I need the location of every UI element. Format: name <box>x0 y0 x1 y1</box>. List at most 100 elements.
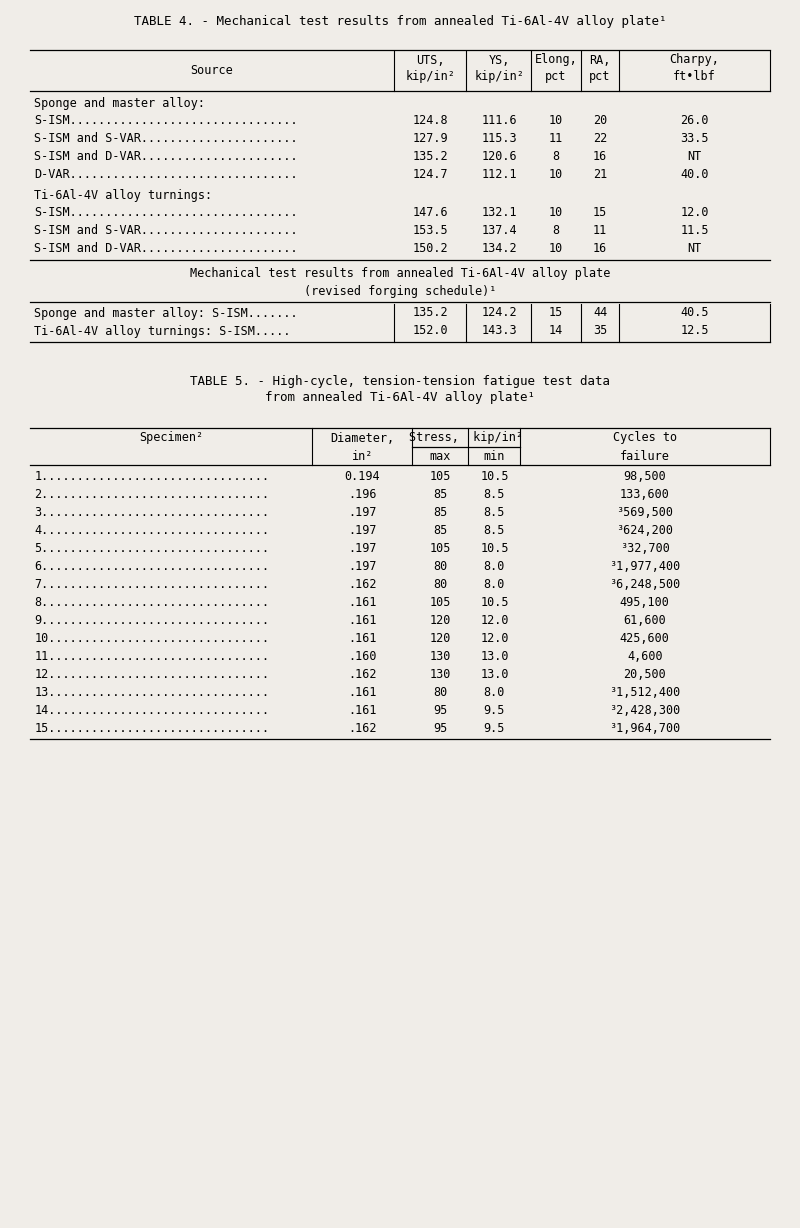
Text: 8: 8 <box>553 151 559 163</box>
Text: 6................................: 6................................ <box>34 560 270 572</box>
Text: NT: NT <box>687 242 702 255</box>
Text: 124.2: 124.2 <box>482 307 517 319</box>
Text: S-ISM and D-VAR......................: S-ISM and D-VAR...................... <box>34 242 298 255</box>
Text: S-ISM and D-VAR......................: S-ISM and D-VAR...................... <box>34 151 298 163</box>
Text: 495,100: 495,100 <box>620 596 670 609</box>
Text: .161: .161 <box>348 631 377 645</box>
Text: min: min <box>484 449 505 463</box>
Text: 10: 10 <box>549 206 563 220</box>
Text: 10.5: 10.5 <box>480 596 509 609</box>
Text: ³6,248,500: ³6,248,500 <box>609 577 681 591</box>
Text: .160: .160 <box>348 650 377 662</box>
Text: S-ISM and S-VAR......................: S-ISM and S-VAR...................... <box>34 225 298 237</box>
Text: 111.6: 111.6 <box>482 114 517 128</box>
Text: 40.0: 40.0 <box>680 168 709 182</box>
Text: .197: .197 <box>348 560 377 572</box>
Text: 12.0: 12.0 <box>680 206 709 220</box>
Text: 10.5: 10.5 <box>480 542 509 555</box>
Text: Ti-6Al-4V alloy turnings: S-ISM.....: Ti-6Al-4V alloy turnings: S-ISM..... <box>34 324 291 338</box>
Text: TABLE 4. - Mechanical test results from annealed Ti-6Al-4V alloy plate¹: TABLE 4. - Mechanical test results from … <box>134 16 666 28</box>
Text: Sponge and master alloy: S-ISM.......: Sponge and master alloy: S-ISM....... <box>34 307 298 319</box>
Text: 9................................: 9................................ <box>34 614 270 626</box>
Text: 3................................: 3................................ <box>34 506 270 518</box>
Text: 11: 11 <box>549 133 563 145</box>
Text: 8.5: 8.5 <box>484 488 505 501</box>
Text: 4................................: 4................................ <box>34 523 270 537</box>
Text: 85: 85 <box>433 523 447 537</box>
Text: ³1,964,700: ³1,964,700 <box>609 722 681 734</box>
Text: 130: 130 <box>430 668 450 680</box>
Text: 13.0: 13.0 <box>480 650 509 662</box>
Text: ³32,700: ³32,700 <box>620 542 670 555</box>
Text: 8.0: 8.0 <box>484 577 505 591</box>
Text: 95: 95 <box>433 722 447 734</box>
Text: 12.0: 12.0 <box>480 631 509 645</box>
Text: 26.0: 26.0 <box>680 114 709 128</box>
Text: max: max <box>430 449 450 463</box>
Text: S-ISM and S-VAR......................: S-ISM and S-VAR...................... <box>34 133 298 145</box>
Text: Charpy,: Charpy, <box>670 54 719 66</box>
Text: UTS,: UTS, <box>416 54 445 66</box>
Text: 150.2: 150.2 <box>413 242 448 255</box>
Text: D-VAR................................: D-VAR................................ <box>34 168 298 182</box>
Text: 10: 10 <box>549 114 563 128</box>
Text: 20,500: 20,500 <box>623 668 666 680</box>
Text: 8: 8 <box>553 225 559 237</box>
Text: kip/in²: kip/in² <box>406 70 455 82</box>
Text: ³1,512,400: ³1,512,400 <box>609 685 681 699</box>
Text: Cycles to: Cycles to <box>613 431 677 445</box>
Text: 10: 10 <box>549 242 563 255</box>
Text: 120.6: 120.6 <box>482 151 517 163</box>
Text: 35: 35 <box>593 324 607 338</box>
Text: in²: in² <box>352 449 373 463</box>
Text: .197: .197 <box>348 542 377 555</box>
Text: Diameter,: Diameter, <box>330 431 394 445</box>
Text: Specimen²: Specimen² <box>139 431 203 445</box>
Text: 15...............................: 15............................... <box>34 722 270 734</box>
Text: .196: .196 <box>348 488 377 501</box>
Text: kip/in²: kip/in² <box>474 70 524 82</box>
Text: ³2,428,300: ³2,428,300 <box>609 704 681 716</box>
Text: 2................................: 2................................ <box>34 488 270 501</box>
Text: 132.1: 132.1 <box>482 206 517 220</box>
Text: 12...............................: 12............................... <box>34 668 270 680</box>
Text: .197: .197 <box>348 506 377 518</box>
Text: 85: 85 <box>433 488 447 501</box>
Text: 40.5: 40.5 <box>680 307 709 319</box>
Text: 127.9: 127.9 <box>413 133 448 145</box>
Text: .161: .161 <box>348 614 377 626</box>
Text: 147.6: 147.6 <box>413 206 448 220</box>
Text: 10...............................: 10............................... <box>34 631 270 645</box>
Text: 16: 16 <box>593 242 607 255</box>
Text: 21: 21 <box>593 168 607 182</box>
Text: 425,600: 425,600 <box>620 631 670 645</box>
Text: 13.0: 13.0 <box>480 668 509 680</box>
Text: 120: 120 <box>430 614 450 626</box>
Text: 8................................: 8................................ <box>34 596 270 609</box>
Text: RA,: RA, <box>590 54 610 66</box>
Text: 0.194: 0.194 <box>345 469 380 483</box>
Text: .162: .162 <box>348 577 377 591</box>
Text: 112.1: 112.1 <box>482 168 517 182</box>
Text: 4,600: 4,600 <box>627 650 662 662</box>
Text: TABLE 5. - High-cycle, tension-tension fatigue test data: TABLE 5. - High-cycle, tension-tension f… <box>190 376 610 388</box>
Text: 98,500: 98,500 <box>623 469 666 483</box>
Text: 153.5: 153.5 <box>413 225 448 237</box>
Text: failure: failure <box>620 449 670 463</box>
Text: 8.5: 8.5 <box>484 523 505 537</box>
Text: Mechanical test results from annealed Ti-6Al-4V alloy plate: Mechanical test results from annealed Ti… <box>190 266 610 280</box>
Text: .161: .161 <box>348 596 377 609</box>
Text: 10: 10 <box>549 168 563 182</box>
Text: 12.0: 12.0 <box>480 614 509 626</box>
Text: ³624,200: ³624,200 <box>616 523 674 537</box>
Text: Sponge and master alloy:: Sponge and master alloy: <box>34 97 206 109</box>
Text: ³1,977,400: ³1,977,400 <box>609 560 681 572</box>
Text: .161: .161 <box>348 685 377 699</box>
Text: 95: 95 <box>433 704 447 716</box>
Text: 80: 80 <box>433 685 447 699</box>
Text: 80: 80 <box>433 577 447 591</box>
Text: 9.5: 9.5 <box>484 722 505 734</box>
Text: 137.4: 137.4 <box>482 225 517 237</box>
Text: 135.2: 135.2 <box>413 151 448 163</box>
Text: .197: .197 <box>348 523 377 537</box>
